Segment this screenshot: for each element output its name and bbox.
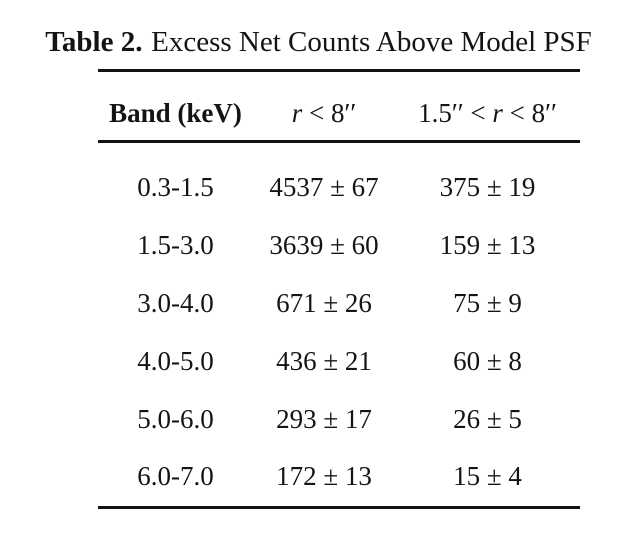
- cell-band: 4.0-5.0: [137, 345, 214, 376]
- cell-band: 6.0-7.0: [137, 461, 214, 492]
- cell-band: 0.3-1.5: [137, 172, 214, 203]
- cell-r-lt-8: 436 ± 21: [276, 345, 372, 376]
- cell-1p5-lt-r-lt-8: 15 ± 4: [453, 461, 522, 492]
- cell-1p5-lt-r-lt-8: 159 ± 13: [439, 230, 536, 261]
- data-table: Band (keV) r < 8′′ 1.5′′ < r < 8′′ 0.3-1…: [98, 69, 580, 509]
- table-number-label: Table 2.: [45, 26, 143, 58]
- table-row: 1.5-3.0 3639 ± 60 159 ± 13: [98, 217, 580, 275]
- table-title: Table 2. Excess Net Counts Above Model PS…: [8, 25, 621, 59]
- col-header-r-lt-8-rest: < 8′′: [302, 97, 357, 128]
- cell-1p5-lt-r-lt-8: 26 ± 5: [453, 403, 522, 434]
- cell-r-lt-8: 671 ± 26: [276, 287, 372, 318]
- table-row: 4.0-5.0 436 ± 21 60 ± 8: [98, 332, 580, 390]
- cell-band: 3.0-4.0: [137, 287, 214, 318]
- cell-band: 5.0-6.0: [137, 403, 214, 434]
- math-var-r: r: [492, 97, 503, 128]
- table-row: 0.3-1.5 4537 ± 67 375 ± 19: [98, 159, 580, 217]
- header-rule: [98, 140, 580, 143]
- col-header-1p5-rest: < 8′′: [502, 97, 557, 128]
- cell-r-lt-8: 172 ± 13: [276, 461, 372, 492]
- cell-1p5-lt-r-lt-8: 375 ± 19: [439, 172, 536, 203]
- table-row: 3.0-4.0 671 ± 26 75 ± 9: [98, 275, 580, 333]
- table-body: 0.3-1.5 4537 ± 67 375 ± 19 1.5-3.0 3639 …: [98, 143, 580, 506]
- table-row: 5.0-6.0 293 ± 17 26 ± 5: [98, 390, 580, 448]
- col-header-r-lt-8: r < 8′′: [253, 98, 395, 129]
- cell-band: 1.5-3.0: [137, 230, 214, 261]
- cell-r-lt-8: 3639 ± 60: [269, 230, 379, 261]
- header-row: Band (keV) r < 8′′ 1.5′′ < r < 8′′: [98, 72, 580, 140]
- math-var-r: r: [291, 97, 303, 128]
- top-rule: [98, 69, 580, 72]
- col-header-1p5-lt-r-lt-8: 1.5′′ < r < 8′′: [395, 98, 580, 129]
- table-row: 6.0-7.0 172 ± 13 15 ± 4: [98, 448, 580, 506]
- table-caption: Excess Net Counts Above Model PSF: [151, 26, 592, 58]
- cell-r-lt-8: 293 ± 17: [276, 403, 372, 434]
- cell-r-lt-8: 4537 ± 67: [269, 172, 379, 203]
- cell-1p5-lt-r-lt-8: 75 ± 9: [453, 287, 522, 318]
- cell-1p5-lt-r-lt-8: 60 ± 8: [453, 345, 522, 376]
- col-header-band: Band (keV): [109, 97, 242, 128]
- bottom-rule: [98, 505, 580, 509]
- col-header-1p5-pre: 1.5′′ <: [418, 97, 493, 128]
